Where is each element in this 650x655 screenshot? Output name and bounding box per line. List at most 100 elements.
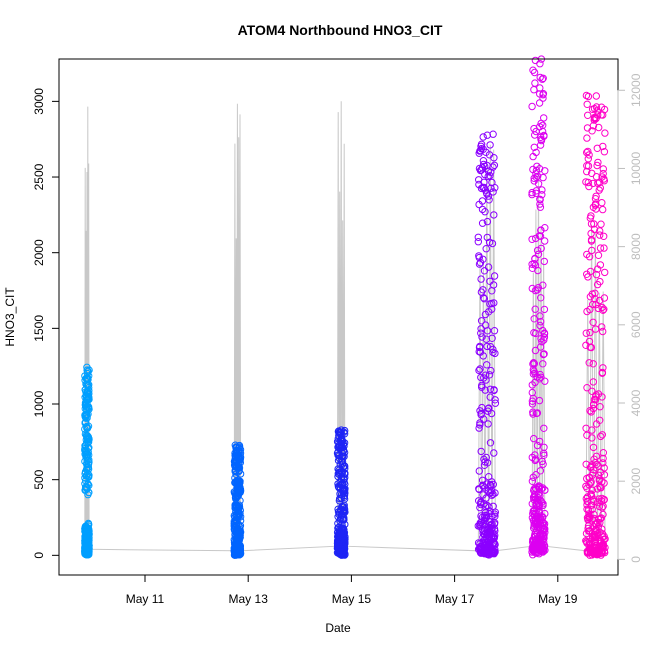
data-point bbox=[231, 493, 240, 502]
data-point bbox=[236, 451, 244, 460]
data-point bbox=[479, 294, 488, 302]
data-point bbox=[339, 532, 347, 540]
data-point bbox=[596, 514, 604, 523]
flight-series-4 bbox=[474, 130, 500, 559]
chart-title: ATOM4 Northbound HNO3_CIT bbox=[238, 22, 443, 38]
data-point bbox=[591, 396, 600, 404]
data-point bbox=[596, 231, 604, 239]
data-point bbox=[531, 456, 539, 465]
data-point bbox=[601, 268, 609, 277]
data-point bbox=[232, 444, 240, 452]
y-tick-label: 0 bbox=[32, 552, 46, 559]
data-point bbox=[532, 329, 540, 338]
data-point bbox=[592, 192, 600, 201]
flight-series-3 bbox=[333, 426, 349, 559]
data-point bbox=[596, 536, 605, 545]
data-point bbox=[528, 102, 536, 111]
data-point bbox=[589, 360, 597, 368]
y-tick-label: 1000 bbox=[32, 390, 46, 417]
data-point bbox=[592, 103, 601, 111]
data-point bbox=[536, 343, 545, 351]
data-point bbox=[599, 454, 607, 463]
data-point bbox=[533, 162, 541, 171]
data-point bbox=[583, 162, 591, 170]
data-point bbox=[592, 270, 601, 279]
data-point bbox=[599, 205, 607, 214]
data-point bbox=[589, 466, 598, 474]
data-point bbox=[337, 490, 346, 498]
data-point bbox=[537, 318, 545, 326]
altitude-trace-line bbox=[84, 101, 606, 552]
data-point bbox=[475, 260, 484, 268]
data-point bbox=[529, 546, 538, 554]
data-point bbox=[533, 409, 542, 417]
data-point bbox=[596, 244, 605, 252]
data-point bbox=[592, 452, 601, 460]
data-point bbox=[475, 424, 483, 432]
data-point bbox=[599, 542, 607, 551]
data-point bbox=[534, 495, 542, 504]
data-point bbox=[595, 495, 603, 503]
data-point bbox=[340, 501, 348, 509]
x-axis-title: Date bbox=[325, 621, 351, 635]
data-point bbox=[491, 349, 499, 358]
data-point bbox=[597, 432, 605, 441]
data-point bbox=[474, 539, 483, 547]
data-point bbox=[597, 111, 605, 119]
data-point bbox=[585, 512, 593, 520]
data-point bbox=[479, 491, 487, 499]
data-point bbox=[481, 208, 489, 216]
data-point bbox=[479, 286, 487, 294]
data-point bbox=[540, 257, 548, 266]
data-point bbox=[539, 501, 547, 510]
data-point bbox=[594, 304, 602, 313]
data-point bbox=[81, 468, 90, 476]
data-point bbox=[583, 431, 591, 439]
data-point bbox=[587, 220, 596, 228]
data-point bbox=[532, 189, 540, 198]
data-point bbox=[231, 503, 240, 512]
y2-tick-label: 4000 bbox=[629, 389, 643, 416]
data-point bbox=[478, 476, 487, 484]
data-point bbox=[599, 364, 607, 372]
data-point bbox=[478, 383, 486, 391]
data-point bbox=[600, 105, 609, 114]
data-point bbox=[478, 164, 487, 172]
data-point bbox=[585, 151, 593, 159]
data-point bbox=[600, 232, 608, 241]
y-axis-title: HNO3_CIT bbox=[3, 287, 17, 347]
data-point bbox=[482, 376, 490, 384]
data-point bbox=[582, 529, 591, 538]
data-point bbox=[592, 535, 600, 543]
data-point bbox=[586, 328, 594, 337]
data-point bbox=[536, 141, 545, 149]
data-point bbox=[536, 203, 545, 211]
data-point bbox=[235, 512, 243, 520]
data-point bbox=[600, 305, 608, 313]
data-point bbox=[529, 66, 537, 74]
data-point bbox=[594, 518, 602, 527]
data-point bbox=[487, 533, 495, 541]
data-point bbox=[538, 519, 546, 527]
data-point bbox=[479, 352, 487, 360]
data-point bbox=[600, 471, 609, 479]
data-point bbox=[481, 186, 490, 194]
data-point bbox=[540, 305, 549, 314]
data-point bbox=[534, 250, 543, 259]
data-point bbox=[489, 188, 497, 196]
data-point bbox=[540, 424, 548, 432]
data-point bbox=[600, 535, 608, 543]
data-point bbox=[530, 495, 538, 504]
data-point bbox=[535, 532, 544, 540]
data-point bbox=[85, 387, 93, 395]
data-point bbox=[536, 467, 545, 475]
data-point bbox=[477, 500, 485, 509]
data-point bbox=[598, 173, 606, 181]
y2-tick-label: 2000 bbox=[629, 468, 643, 495]
data-point bbox=[484, 539, 492, 547]
data-point bbox=[536, 73, 544, 82]
data-point bbox=[475, 347, 483, 356]
data-point bbox=[83, 423, 92, 432]
data-point bbox=[480, 178, 488, 187]
data-point bbox=[483, 342, 491, 351]
